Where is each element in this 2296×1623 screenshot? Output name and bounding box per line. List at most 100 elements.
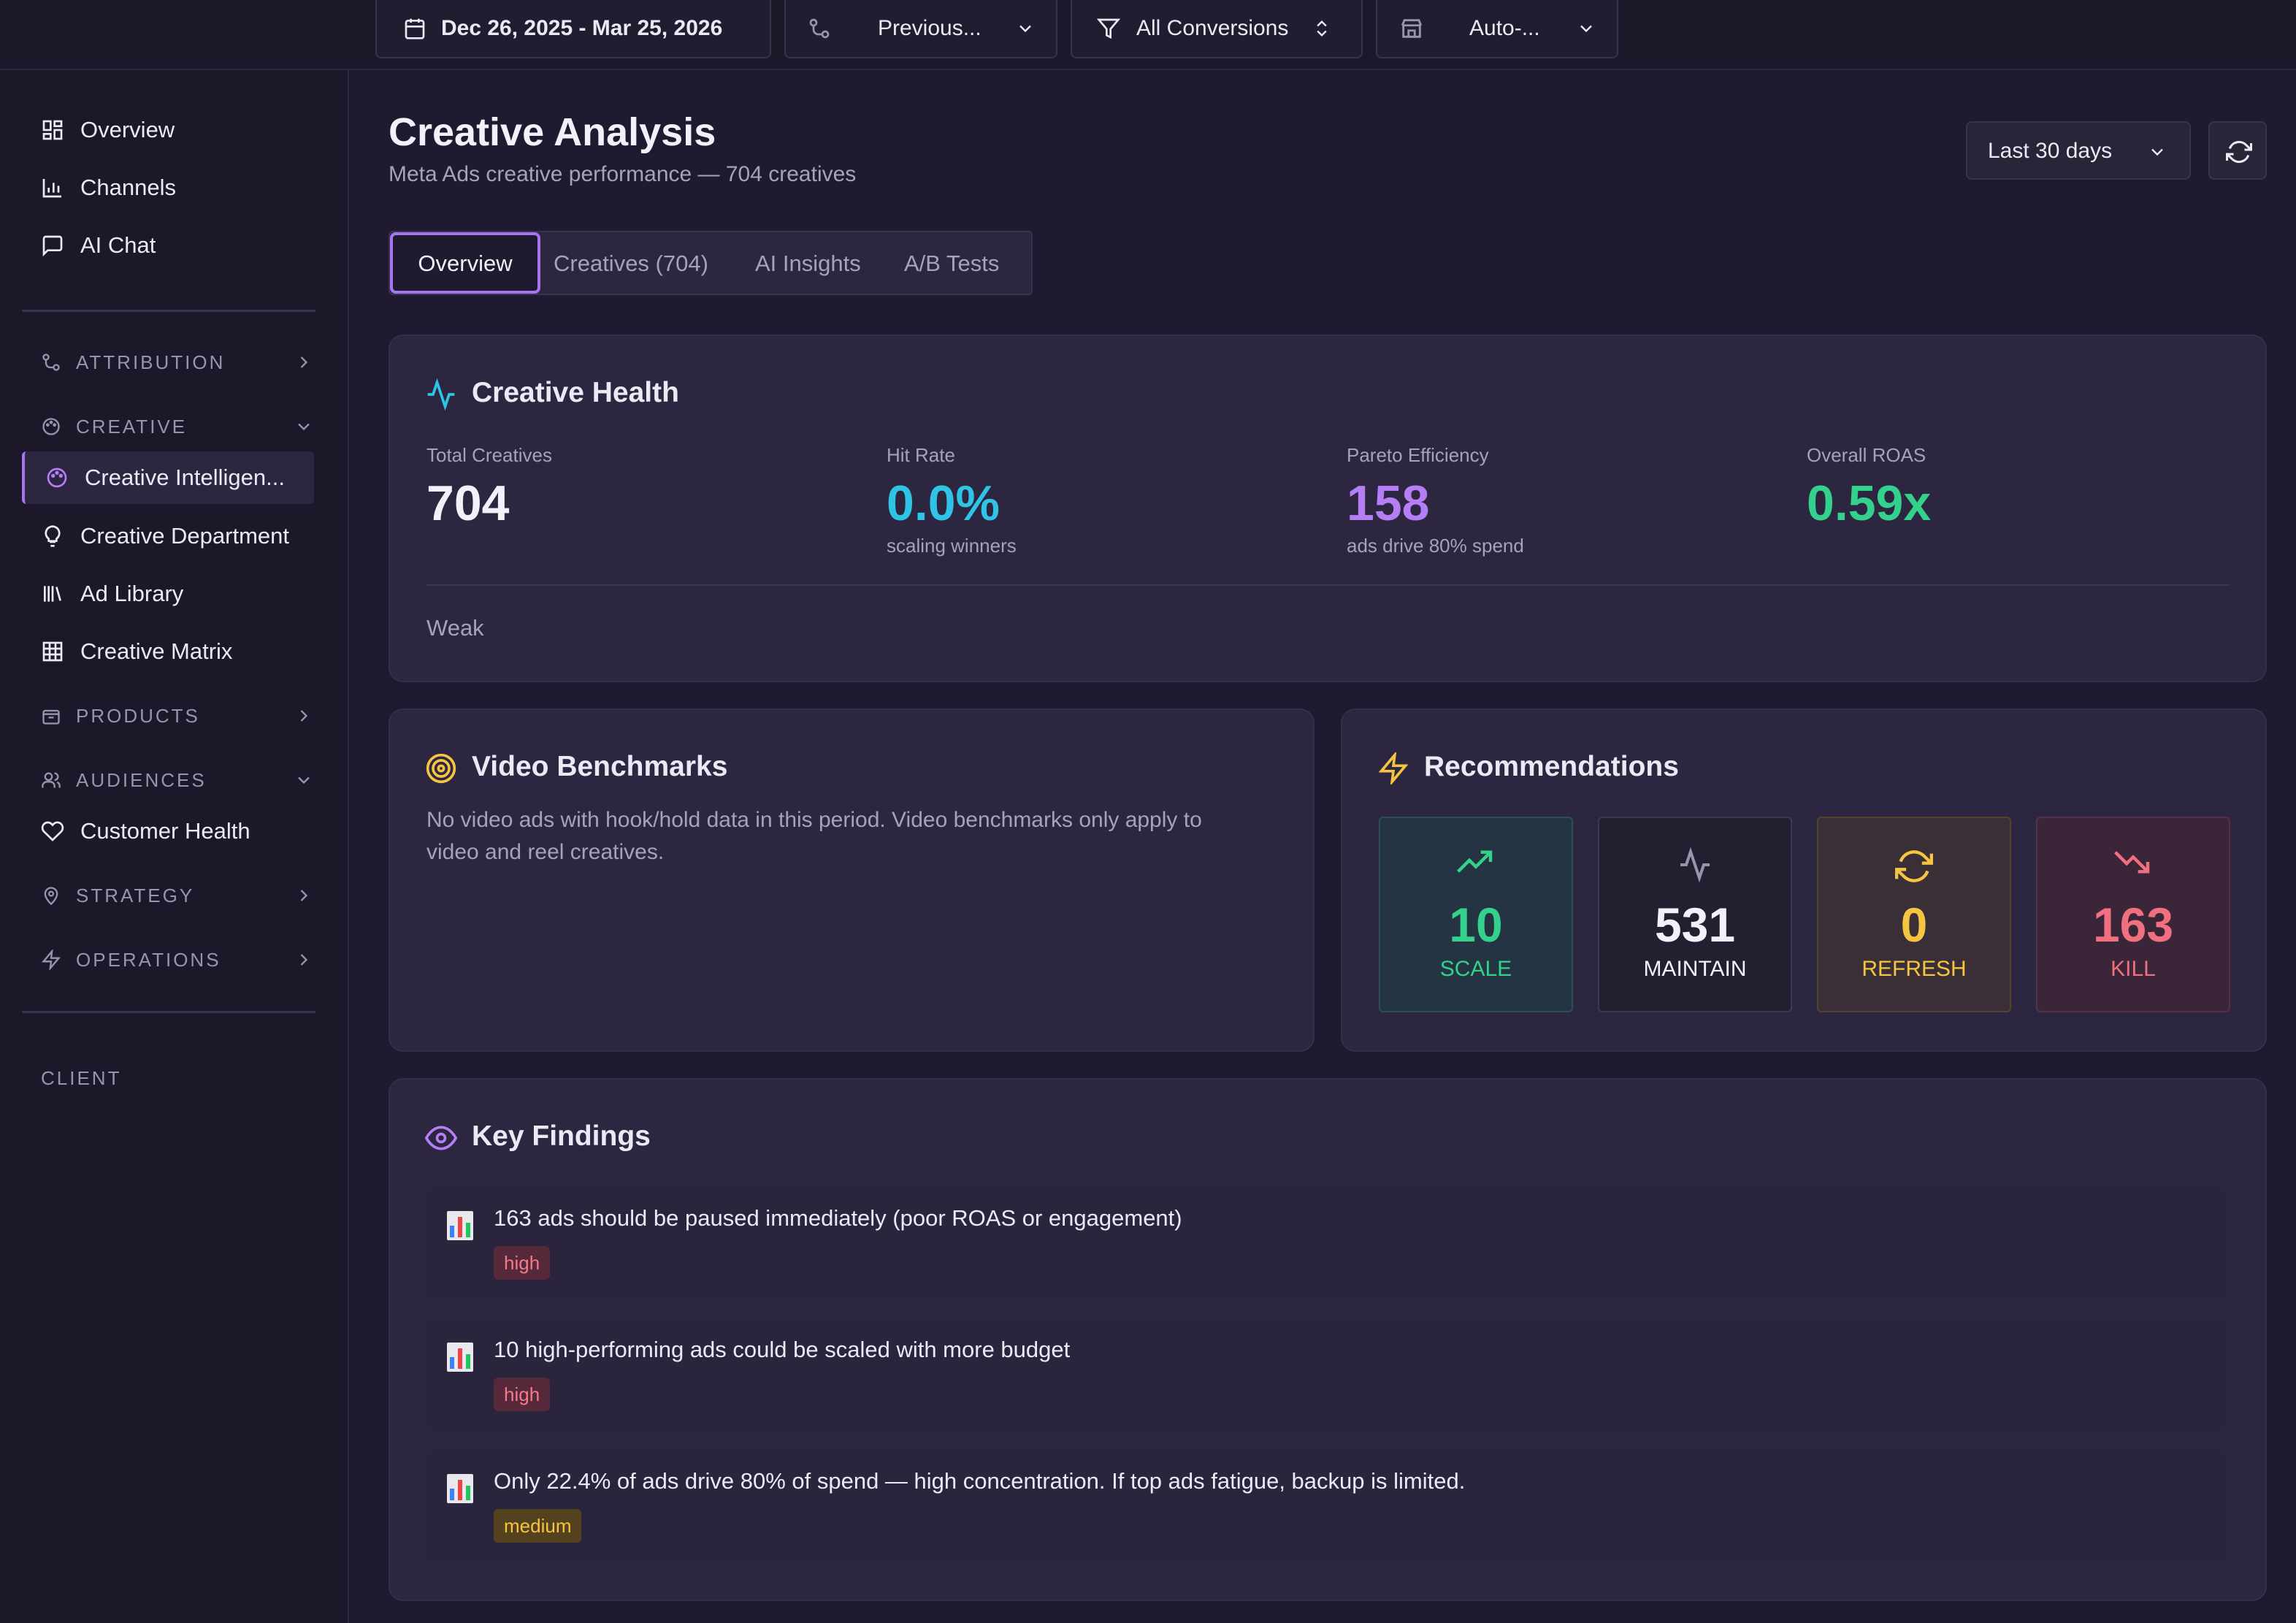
eye-icon xyxy=(425,1126,457,1150)
rec-label: MAINTAIN xyxy=(1643,957,1747,981)
section-audiences[interactable]: AUDIENCES xyxy=(22,760,314,801)
page-subtitle: Meta Ads creative performance — 704 crea… xyxy=(389,162,857,186)
compare-period-label: Previous... xyxy=(878,16,981,40)
sidebar-divider xyxy=(22,310,315,312)
tab-ab-tests[interactable]: A/B Tests xyxy=(894,232,1025,294)
bar-chart-emoji-icon xyxy=(447,1474,473,1503)
tab-ai-insights[interactable]: AI Insights xyxy=(741,232,887,294)
activity-icon xyxy=(427,378,455,410)
section-creative[interactable]: CREATIVE xyxy=(22,406,314,447)
health-divider xyxy=(426,584,2229,586)
sidebar-item-customer-health[interactable]: Customer Health xyxy=(22,805,314,858)
sidebar-item-creative-department[interactable]: Creative Department xyxy=(22,510,314,562)
date-range-picker[interactable]: Dec 26, 2025 - Mar 25, 2026 xyxy=(375,0,771,58)
tab-creatives[interactable]: Creatives (704) xyxy=(542,232,729,294)
metric-label: Total Creatives xyxy=(426,444,552,466)
tab-label: Creatives (704) xyxy=(554,251,708,276)
metric-value-roas: 0.59x xyxy=(1807,476,1932,531)
sidebar-item-label: Overview xyxy=(80,117,175,142)
rec-maintain[interactable]: 531 MAINTAIN xyxy=(1598,817,1792,1012)
video-benchmarks-message-cont: video and reel creatives. xyxy=(426,840,665,864)
rec-value: 531 xyxy=(1654,898,1736,952)
sidebar-item-label: Customer Health xyxy=(80,818,250,844)
rec-label: KILL xyxy=(2111,957,2156,981)
sidebar xyxy=(0,70,349,1623)
sidebar-item-label: Creative Matrix xyxy=(80,638,233,664)
tab-label: Overview xyxy=(418,251,513,276)
store-label: Auto-... xyxy=(1469,16,1540,40)
chevron-down-icon xyxy=(298,423,310,431)
trending-up-icon xyxy=(1456,850,1493,873)
sidebar-item-creative-matrix[interactable]: Creative Matrix xyxy=(22,625,314,678)
metric-label: Overall ROAS xyxy=(1807,444,1926,466)
finding-text: Only 22.4% of ads drive 80% of spend — h… xyxy=(494,1468,1466,1494)
bar-chart-emoji-icon xyxy=(447,1343,473,1372)
metric-value-total-creatives: 704 xyxy=(426,476,510,531)
refresh-icon xyxy=(2226,140,2252,164)
metric-subtext: ads drive 80% spend xyxy=(1347,535,1524,557)
top-filter-bar: Dec 26, 2025 - Mar 25, 2026 Previous... … xyxy=(0,0,2296,70)
section-operations[interactable]: OPERATIONS xyxy=(22,939,314,980)
store-select[interactable]: Auto-... xyxy=(1376,0,1618,58)
refresh-button[interactable] xyxy=(2208,121,2267,180)
section-strategy[interactable]: STRATEGY xyxy=(22,875,314,916)
sidebar-item-ai-chat[interactable]: AI Chat xyxy=(22,219,314,272)
metric-value-hit-rate: 0.0% xyxy=(887,476,1000,531)
git-compare-icon xyxy=(809,18,830,39)
metric-label: Pareto Efficiency xyxy=(1347,444,1489,466)
section-attribution[interactable]: ATTRIBUTION xyxy=(22,342,314,383)
grid-icon xyxy=(42,641,63,662)
rec-label: REFRESH xyxy=(1861,957,1967,981)
period-select-label: Last 30 days xyxy=(1988,139,2113,163)
tab-overview[interactable]: Overview xyxy=(390,232,540,294)
conversions-filter-select[interactable]: All Conversions xyxy=(1071,0,1363,58)
chevron-up-down-icon xyxy=(1317,20,1327,37)
target-icon xyxy=(426,753,456,784)
rec-value: 10 xyxy=(1449,898,1503,952)
chevron-right-icon xyxy=(300,890,308,901)
calendar-icon xyxy=(405,18,425,39)
layout-grid-icon xyxy=(42,120,63,140)
sidebar-item-label: Creative Intelligen... xyxy=(85,465,285,490)
git-compare-icon xyxy=(42,354,60,371)
section-label: AUDIENCES xyxy=(76,768,207,791)
section-label: OPERATIONS xyxy=(76,948,221,971)
period-select[interactable]: Last 30 days xyxy=(1966,121,2191,180)
lightbulb-icon xyxy=(45,525,61,547)
sidebar-item-channels[interactable]: Channels xyxy=(22,161,314,214)
priority-badge: high xyxy=(494,1378,551,1411)
section-label: STRATEGY xyxy=(76,884,195,906)
rec-refresh[interactable]: 0 REFRESH xyxy=(1817,817,2011,1012)
library-icon xyxy=(44,586,61,602)
page-title: Creative Analysis xyxy=(389,110,716,154)
sidebar-divider xyxy=(22,1011,315,1013)
rec-value: 163 xyxy=(2092,898,2174,952)
date-range-label: Dec 26, 2025 - Mar 25, 2026 xyxy=(441,16,723,40)
finding-item: 163 ads should be paused immediately (po… xyxy=(426,1188,2227,1299)
rec-scale[interactable]: 10 SCALE xyxy=(1379,817,1573,1012)
creative-health-card xyxy=(389,335,2267,682)
key-findings-title: Key Findings xyxy=(472,1120,651,1152)
compare-period-select[interactable]: Previous... xyxy=(784,0,1057,58)
package-icon xyxy=(42,709,60,725)
sidebar-item-label: Ad Library xyxy=(80,581,184,606)
section-products[interactable]: PRODUCTS xyxy=(22,695,314,736)
rec-label: SCALE xyxy=(1439,957,1512,981)
metric-label: Hit Rate xyxy=(887,444,955,466)
sidebar-item-overview[interactable]: Overview xyxy=(22,104,314,156)
video-benchmarks-title: Video Benchmarks xyxy=(472,751,728,782)
bar-chart-emoji-icon xyxy=(447,1211,473,1240)
health-status: Weak xyxy=(426,615,484,641)
finding-text: 10 high-performing ads could be scaled w… xyxy=(494,1337,1071,1362)
store-icon xyxy=(1401,19,1423,38)
section-label: CLIENT xyxy=(41,1066,122,1089)
users-icon xyxy=(42,772,61,788)
heart-icon xyxy=(41,821,64,841)
sidebar-item-ad-library[interactable]: Ad Library xyxy=(22,568,314,620)
sidebar-item-creative-intelligence[interactable]: Creative Intelligen... xyxy=(22,451,314,504)
metric-subtext: scaling winners xyxy=(887,535,1017,557)
rec-kill[interactable]: 163 KILL xyxy=(2036,817,2230,1012)
sidebar-item-label: Creative Department xyxy=(80,523,290,549)
section-label: CREATIVE xyxy=(76,415,188,438)
message-square-icon xyxy=(42,235,63,257)
